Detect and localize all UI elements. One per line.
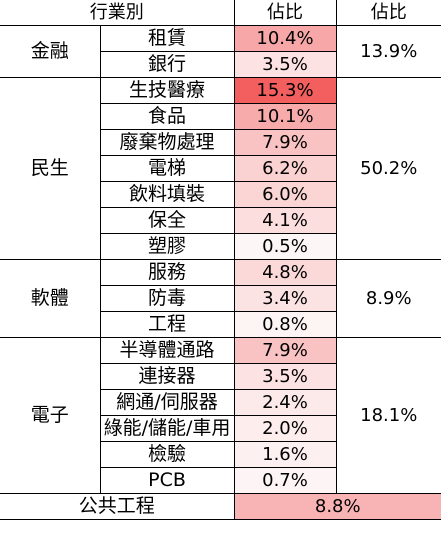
subsector-label: 食品 [99,103,235,130]
header-row: 行業別 佔比 佔比 [0,0,441,26]
header-group-share: 佔比 [335,0,441,26]
table-row: 工程 0.8% [0,311,441,338]
subsector-share: 2.4% [233,389,337,416]
subsector-label: 服務 [99,259,235,286]
group-name: 電子 [0,337,101,494]
subsector-share: 6.2% [233,155,337,182]
table-body: 行業別 佔比 佔比 金融 租賃 10.4% 13.9% 銀行 3.5% 民生 生技醫療 15.3… [0,0,441,520]
footer-share: 8.8% [233,493,441,520]
subsector-label: 租賃 [99,25,235,52]
subsector-share: 10.1% [233,103,337,130]
subsector-share: 4.8% [233,259,337,286]
subsector-share: 0.5% [233,233,337,260]
subsector-share: 2.0% [233,415,337,442]
group-name: 民生 [0,77,101,260]
subsector-share: 3.5% [233,363,337,390]
subsector-share: 0.8% [233,311,337,338]
subsector-share: 0.7% [233,467,337,494]
subsector-share: 7.9% [233,129,337,156]
header-industry: 行業別 [0,0,235,26]
table-row: 軟體 服務 4.8% 8.9% [0,259,441,338]
subsector-label: 廢棄物處理 [99,129,235,156]
table-row: 食品 10.1% [0,103,441,130]
table-row: 電梯 6.2% [0,155,441,182]
footer-label: 公共工程 [0,493,235,520]
industry-allocation-table: 行業別 佔比 佔比 金融 租賃 10.4% 13.9% 銀行 3.5% 民生 生技醫療 15.3… [0,0,441,520]
group-total-share: 18.1% [335,337,441,494]
subsector-label: 生技醫療 [99,77,235,104]
table-row: 保全 4.1% [0,207,441,234]
subsector-share: 10.4% [233,25,337,52]
group-name: 軟體 [0,259,101,338]
table-row: 飲料填裝 6.0% [0,181,441,208]
header-share: 佔比 [233,0,337,26]
table-row: 金融 租賃 10.4% 13.9% [0,25,441,78]
table-row: 連接器 3.5% [0,363,441,390]
subsector-share: 6.0% [233,181,337,208]
subsector-label: 電梯 [99,155,235,182]
group-total-share: 50.2% [335,77,441,260]
group-name: 金融 [0,25,101,78]
subsector-share: 3.4% [233,285,337,312]
footer-row: 公共工程 8.8% [0,493,441,520]
table-row: 防毒 3.4% [0,285,441,312]
subsector-label: 綠能/儲能/車用 [99,415,235,442]
table-row: 民生 生技醫療 15.3% 50.2% [0,77,441,260]
subsector-label: 工程 [99,311,235,338]
subsector-label: 半導體通路 [99,337,235,364]
table-row: 廢棄物處理 7.9% [0,129,441,156]
table-row: 銀行 3.5% [0,51,441,78]
subsector-share: 4.1% [233,207,337,234]
subsector-label: 連接器 [99,363,235,390]
group-total-share: 13.9% [335,25,441,78]
subsector-label: 飲料填裝 [99,181,235,208]
table-row: 塑膠 0.5% [0,233,441,260]
subsector-share: 3.5% [233,51,337,78]
table-row: 網通/伺服器 2.4% [0,389,441,416]
subsector-label: 塑膠 [99,233,235,260]
subsector-label: 保全 [99,207,235,234]
subsector-label: 檢驗 [99,441,235,468]
subsector-label: 防毒 [99,285,235,312]
table-row: 綠能/儲能/車用 2.0% [0,415,441,442]
group-total-share: 8.9% [335,259,441,338]
subsector-share: 15.3% [233,77,337,104]
subsector-label: PCB [99,467,235,494]
subsector-label: 銀行 [99,51,235,78]
subsector-label: 網通/伺服器 [99,389,235,416]
table-row: 檢驗 1.6% [0,441,441,468]
subsector-share: 7.9% [233,337,337,364]
subsector-share: 1.6% [233,441,337,468]
table-row: 電子 半導體通路 7.9% 18.1% [0,337,441,494]
